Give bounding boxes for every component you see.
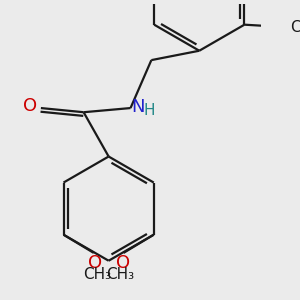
Text: O: O xyxy=(88,254,102,272)
Text: O: O xyxy=(116,254,130,272)
Text: H: H xyxy=(143,103,155,118)
Text: CH₃: CH₃ xyxy=(106,267,134,282)
Text: CH₃: CH₃ xyxy=(291,20,300,35)
Text: CH₃: CH₃ xyxy=(83,267,112,282)
Text: N: N xyxy=(131,98,145,116)
Text: O: O xyxy=(23,97,37,115)
